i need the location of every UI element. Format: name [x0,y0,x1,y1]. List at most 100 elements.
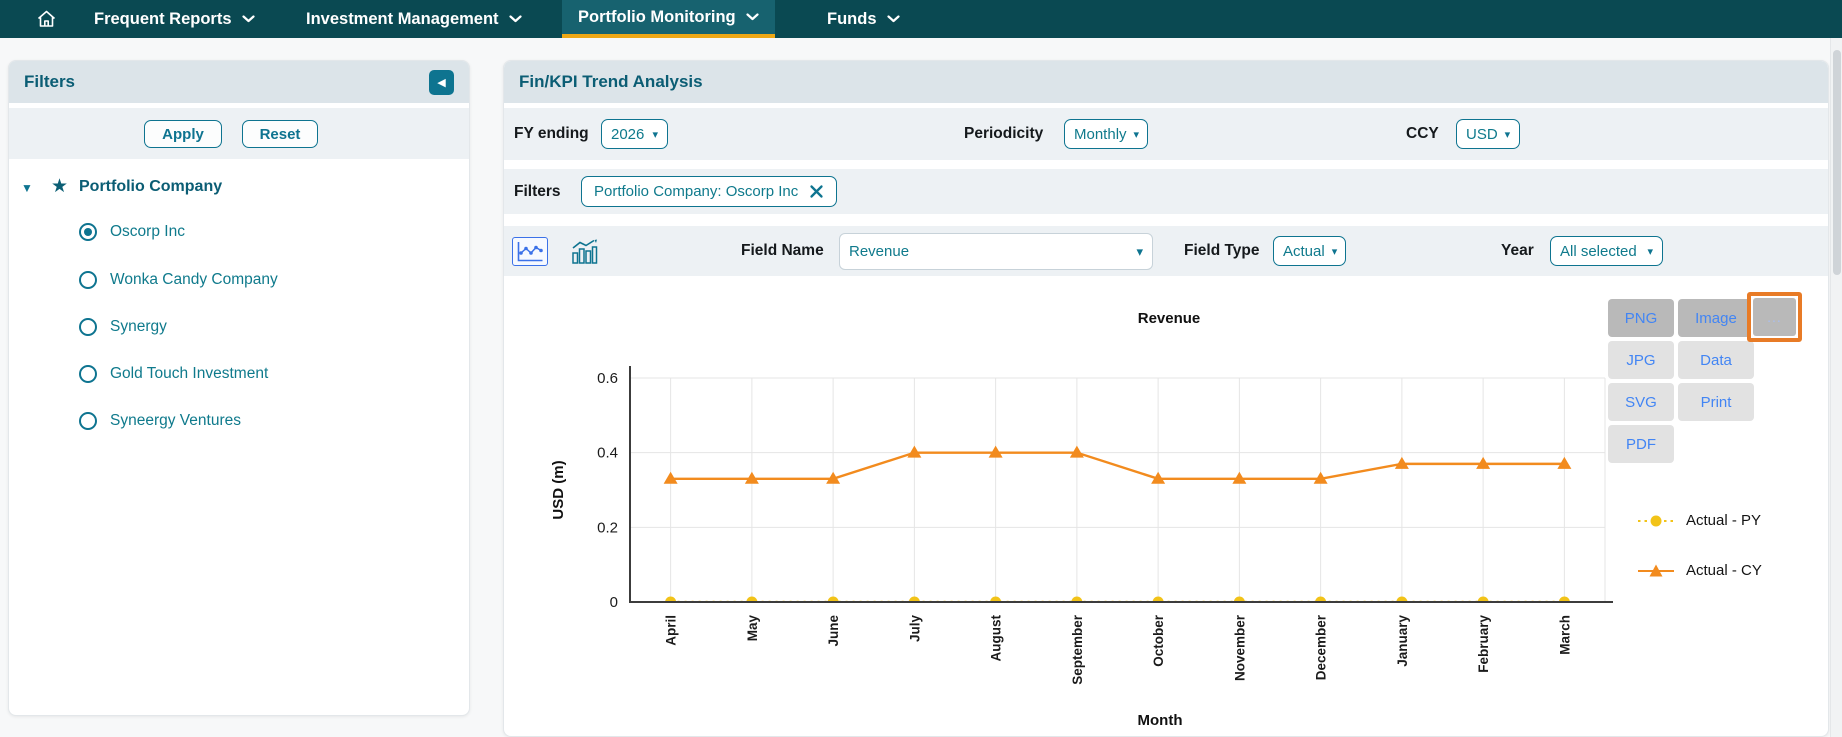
year-label: Year [1501,242,1534,260]
filters-panel: Filters ◀ Apply Reset ▼ ★ Portfolio Comp… [8,60,470,716]
bar-chart-view-toggle[interactable] [568,237,600,266]
svg-text:March: March [1557,615,1572,655]
field-name-label: Field Name [741,242,824,260]
export-png-button[interactable]: PNG [1608,299,1674,337]
field-type-label: Field Type [1184,242,1260,260]
year-dropdown[interactable]: All selected ▾ [1550,236,1663,266]
svg-text:November: November [1232,614,1247,681]
chevron-down-icon [746,13,759,21]
filters-label: Filters [514,183,561,201]
chevron-down-icon: ▾ [1332,245,1338,258]
home-button[interactable] [26,0,66,38]
svg-text:Month: Month [1138,712,1183,729]
active-filters-row: Filters Portfolio Company: Oscorp Inc [504,169,1828,214]
filter-chip: Portfolio Company: Oscorp Inc [581,176,837,207]
ccy-label: CCY [1406,125,1439,143]
scrollbar-thumb[interactable] [1833,50,1841,275]
remove-filter-icon[interactable] [809,184,824,199]
chevron-down-icon [242,15,255,23]
svg-text:0.4: 0.4 [597,445,618,462]
chevron-down-icon: ▾ [1134,128,1140,141]
svg-text:October: October [1151,614,1166,667]
filters-panel-title: Filters [24,72,75,92]
trend-analysis-header: Fin/KPI Trend Analysis [504,61,1828,103]
legend-swatch-circle [1636,513,1676,529]
line-chart-icon [515,240,545,264]
apply-button[interactable]: Apply [144,120,222,148]
export-data-button[interactable]: Data [1678,341,1754,379]
export-image-button[interactable]: Image [1678,299,1754,337]
radio-unselected[interactable] [79,365,97,383]
nav-item-funds[interactable]: Funds [813,0,914,38]
line-chart-view-toggle[interactable] [512,237,548,266]
radio-unselected[interactable] [79,412,97,430]
chevron-down-icon: ▾ [652,128,658,141]
star-icon: ★ [51,175,68,198]
svg-text:0.2: 0.2 [597,519,618,536]
svg-text:Revenue: Revenue [1138,310,1201,327]
svg-text:September: September [1070,614,1085,685]
field-controls-row: Field Name Revenue ▾ Field Type Actual ▾… [504,226,1828,276]
legend-item-actual-py[interactable]: Actual - PY [1636,512,1761,529]
year-value: All selected [1560,243,1637,260]
svg-text:April: April [664,615,679,646]
option-label[interactable]: Wonka Candy Company [110,271,278,289]
nav-item-label: Funds [827,10,877,29]
option-label[interactable]: Gold Touch Investment [110,365,268,383]
radio-option-oscorp-inc: Oscorp Inc [9,221,469,245]
fy-ending-dropdown[interactable]: 2026 ▾ [601,119,668,149]
svg-text:July: July [907,615,922,643]
export-print-button[interactable]: Print [1678,383,1754,421]
export-pdf-button[interactable]: PDF [1608,425,1674,463]
vertical-scrollbar [1830,38,1842,737]
svg-text:June: June [826,615,841,647]
filters-panel-header: Filters ◀ [9,61,469,103]
legend-label: Actual - CY [1686,562,1762,579]
radio-unselected[interactable] [79,271,97,289]
periodicity-dropdown[interactable]: Monthly ▾ [1064,119,1148,149]
legend-item-actual-cy[interactable]: Actual - CY [1636,562,1762,579]
export-svg-button[interactable]: SVG [1608,383,1674,421]
nav-item-label: Investment Management [306,10,499,29]
periodicity-label: Periodicity [964,125,1043,143]
ccy-value: USD [1466,126,1498,143]
nav-item-portfolio-monitoring[interactable]: Portfolio Monitoring [562,0,775,38]
fy-ending-value: 2026 [611,126,644,143]
nav-item-frequent-reports[interactable]: Frequent Reports [80,0,269,38]
export-more-button[interactable]: ... [1753,298,1796,336]
svg-text:USD (m): USD (m) [550,460,567,519]
collapse-filters-button[interactable]: ◀ [429,70,454,95]
filters-actions-row: Apply Reset [9,108,469,159]
home-icon [36,9,57,29]
revenue-trend-chart: 00.20.40.6AprilMayJuneJulyAugustSeptembe… [540,285,1615,737]
ccy-dropdown[interactable]: USD ▾ [1456,119,1520,149]
nav-item-label: Frequent Reports [94,10,232,29]
chevron-down-icon: ▾ [1505,128,1511,141]
svg-text:August: August [989,615,1004,662]
field-name-dropdown[interactable]: Revenue ▾ [839,233,1153,270]
field-type-value: Actual [1283,243,1325,260]
legend-swatch-triangle [1636,563,1676,579]
nav-item-label: Portfolio Monitoring [578,8,736,27]
group-label: Portfolio Company [79,178,222,196]
chevron-down-icon [509,15,522,23]
legend-label: Actual - PY [1686,512,1761,529]
fy-ending-label: FY ending [514,125,589,143]
radio-selected[interactable] [79,223,97,241]
periodicity-value: Monthly [1074,126,1127,143]
expand-collapse-caret-icon[interactable]: ▼ [21,181,33,195]
period-controls-row: FY ending 2026 ▾ Periodicity Monthly ▾ C… [504,108,1828,160]
field-type-dropdown[interactable]: Actual ▾ [1273,236,1346,266]
bar-chart-icon [570,239,598,265]
svg-text:0.6: 0.6 [597,370,618,387]
option-label[interactable]: Syneergy Ventures [110,412,241,430]
radio-unselected[interactable] [79,318,97,336]
export-jpg-button[interactable]: JPG [1608,341,1674,379]
radio-option-synergy: Synergy [9,316,469,340]
collapse-left-icon: ◀ [437,76,445,89]
field-name-value: Revenue [849,243,909,260]
option-label[interactable]: Oscorp Inc [110,223,185,241]
reset-button[interactable]: Reset [242,120,318,148]
nav-item-investment-management[interactable]: Investment Management [292,0,536,38]
option-label[interactable]: Synergy [110,318,167,336]
